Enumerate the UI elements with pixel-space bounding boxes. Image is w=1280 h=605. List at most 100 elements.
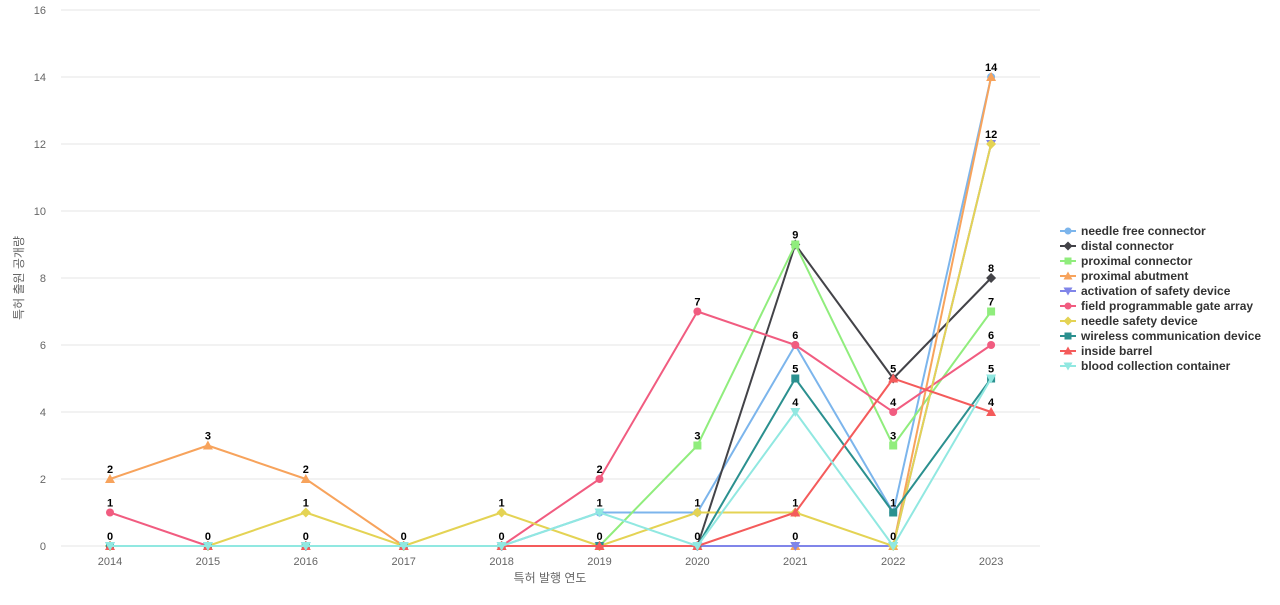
grid-lines (61, 9, 1040, 547)
data-label: 0 (792, 531, 798, 543)
series-wireless-communication-device (106, 374, 996, 550)
legend-item: blood collection container (1060, 359, 1231, 373)
point-marker (888, 542, 899, 551)
x-tick-label: 2016 (294, 556, 318, 568)
data-label: 3 (694, 431, 700, 443)
x-tick-label: 2020 (685, 556, 709, 568)
point-marker (693, 441, 702, 450)
x-axis-ticks: 2014 2015 2016 2017 2018 2019 2020 2021 2022 2023 (98, 556, 1004, 568)
y-tick-label: 2 (40, 474, 46, 486)
point-marker (987, 307, 996, 316)
data-label: 0 (401, 531, 407, 543)
legend-item: inside barrel (1060, 344, 1152, 358)
data-label: 12 (985, 129, 997, 141)
data-label: 0 (303, 531, 309, 543)
x-tick-label: 2015 (196, 556, 220, 568)
legend-item: proximal connector (1060, 254, 1193, 268)
point-marker (496, 507, 507, 518)
x-tick-label: 2021 (783, 556, 807, 568)
data-label: 1 (694, 498, 700, 510)
point-marker (986, 72, 997, 81)
data-label: 6 (792, 330, 798, 342)
legend-label: needle safety device (1081, 314, 1198, 328)
legend-label: needle free connector (1081, 224, 1206, 238)
y-axis-title: 특허 출원 공개량 (12, 236, 26, 320)
point-marker (986, 139, 997, 149)
point-marker (594, 541, 605, 550)
point-marker (594, 508, 605, 518)
legend-item: proximal abutment (1060, 269, 1188, 283)
y-tick-label: 14 (34, 72, 46, 84)
data-label: 7 (694, 297, 700, 309)
data-label: 9 (792, 230, 798, 242)
data-label: 3 (890, 431, 896, 443)
point-marker (202, 542, 213, 551)
x-tick-label: 2022 (881, 556, 905, 568)
data-label: 0 (107, 531, 113, 543)
data-label: 5 (890, 364, 896, 376)
series-lines (105, 72, 997, 551)
y-tick-label: 10 (34, 206, 46, 218)
y-tick-label: 4 (40, 407, 46, 419)
data-label: 4 (792, 397, 799, 409)
point-marker (889, 408, 898, 416)
data-label: 14 (985, 62, 998, 74)
y-tick-label: 6 (40, 340, 46, 352)
x-tick-label: 2023 (979, 556, 1003, 568)
point-marker (987, 341, 996, 349)
legend-item: needle safety device (1060, 314, 1198, 328)
point-marker (496, 542, 507, 551)
series-needle-free-connector (106, 73, 996, 550)
point-marker (1063, 271, 1073, 280)
y-tick-label: 16 (34, 5, 46, 17)
point-marker (105, 542, 115, 551)
series-line (109, 76, 993, 547)
data-label: 0 (694, 531, 700, 543)
legend-item: needle free connector (1060, 224, 1206, 238)
point-marker (300, 507, 311, 518)
legend-label: wireless communication device (1080, 329, 1261, 343)
series-line (110, 377, 992, 547)
point-marker (1063, 287, 1073, 296)
data-label: 4 (988, 397, 995, 409)
data-label: 4 (890, 397, 897, 409)
legend-label: activation of safety device (1081, 284, 1231, 298)
point-marker (791, 374, 800, 383)
point-marker (1064, 302, 1072, 310)
y-axis-ticks: 0 2 4 6 8 10 12 14 16 (34, 5, 46, 553)
y-tick-label: 8 (40, 273, 46, 285)
point-marker (1064, 332, 1072, 340)
data-label: 1 (107, 498, 113, 510)
data-label: 0 (890, 531, 896, 543)
point-marker (106, 508, 114, 517)
legend-item: wireless communication device (1060, 329, 1261, 343)
x-tick-label: 2017 (391, 556, 415, 568)
point-marker (791, 341, 800, 349)
point-marker (692, 507, 703, 518)
data-label: 3 (205, 431, 211, 443)
data-label: 5 (792, 364, 798, 376)
series-field-programmable-gate-array (106, 307, 996, 550)
point-marker (986, 407, 997, 416)
data-label: 1 (303, 498, 309, 510)
point-marker (1063, 346, 1073, 355)
point-marker (790, 542, 801, 551)
series-line (109, 310, 992, 547)
point-marker (1064, 257, 1072, 265)
point-marker (1063, 241, 1073, 251)
x-tick-label: 2014 (98, 556, 122, 568)
legend-label: blood collection container (1081, 359, 1231, 373)
legend-item: distal connector (1060, 239, 1174, 253)
point-marker (790, 507, 801, 517)
legend-label: field programmable gate array (1081, 299, 1253, 313)
data-label: 1 (499, 498, 505, 510)
legend-label: inside barrel (1081, 344, 1152, 358)
data-label: 1 (890, 498, 896, 510)
data-label: 1 (792, 498, 798, 510)
point-marker (888, 373, 899, 383)
point-marker (595, 475, 604, 483)
point-marker (300, 474, 311, 483)
point-marker (889, 508, 898, 517)
